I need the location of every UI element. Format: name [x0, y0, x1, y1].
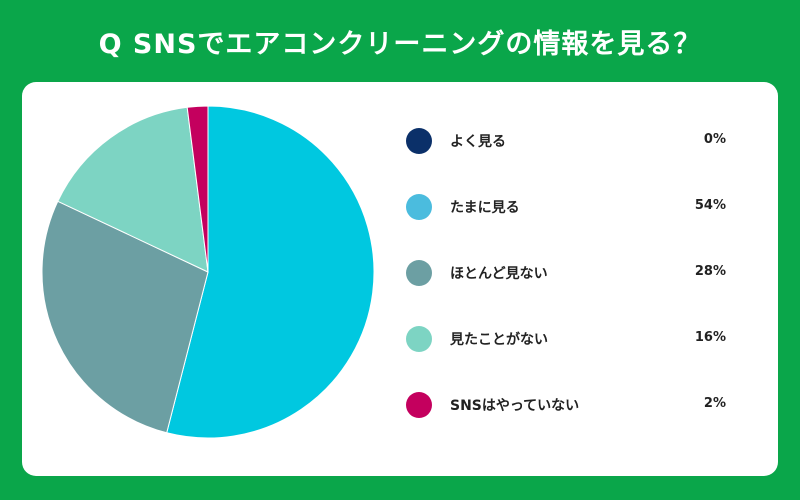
legend-swatch-0 [406, 128, 432, 154]
legend-label-1: たまに見る [450, 200, 520, 216]
legend-value-2: 28% [694, 264, 726, 279]
pie-slice-2 [41, 200, 209, 434]
legend-label-3: 見たことがない [450, 332, 548, 348]
pie-slice-4 [186, 105, 209, 273]
legend-value-1: 54% [694, 198, 726, 213]
legend-swatch-1 [406, 194, 432, 220]
legend-item-1: たまに見る 54% [406, 194, 726, 220]
legend-item-3: 見たことがない 16% [406, 326, 726, 352]
legend-item-2: ほとんど見ない 28% [406, 260, 726, 286]
legend-swatch-2 [406, 260, 432, 286]
legend-value-3: 16% [694, 330, 726, 345]
legend-value-4: 2% [703, 396, 726, 411]
chart-title: Q SNSでエアコンクリーニングの情報を見る？ [98, 29, 702, 60]
legend-swatch-3 [406, 326, 432, 352]
legend-label-2: ほとんど見ない [450, 266, 548, 282]
chart-card: よく見る 0% たまに見る 54% ほとんど見ない 28% 見たことがない 16… [22, 82, 778, 476]
pie-slice-1 [166, 105, 375, 439]
legend: よく見る 0% たまに見る 54% ほとんど見ない 28% 見たことがない 16… [406, 128, 726, 418]
pie-slice-3 [57, 106, 209, 273]
legend-swatch-4 [406, 392, 432, 418]
legend-item-0: よく見る 0% [406, 128, 726, 154]
legend-label-4: SNSはやっていない [450, 398, 580, 414]
legend-value-0: 0% [703, 132, 726, 147]
pie-chart [41, 105, 375, 439]
legend-item-4: SNSはやっていない 2% [406, 392, 726, 418]
legend-label-0: よく見る [450, 134, 506, 150]
